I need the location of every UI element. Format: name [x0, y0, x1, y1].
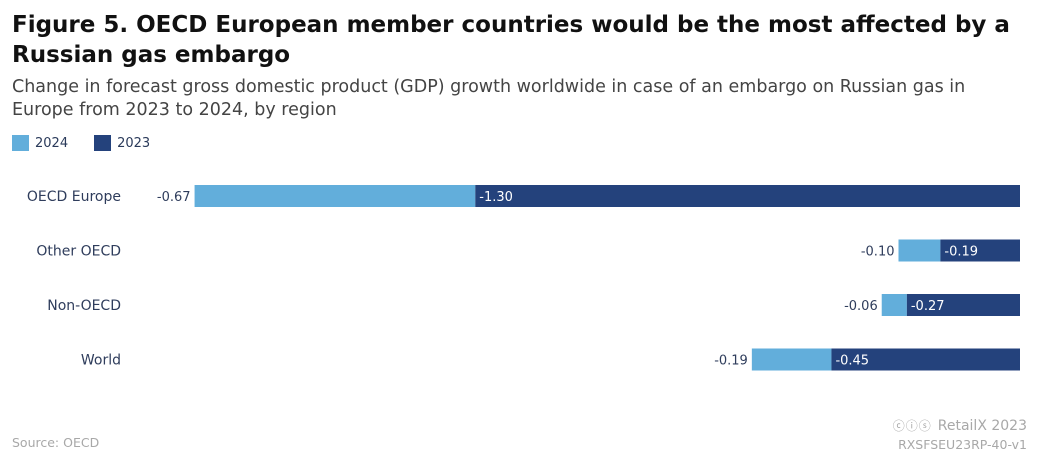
category-label-other-oecd: Other OECD: [36, 244, 121, 260]
legend-label-2024: 2024: [35, 135, 69, 151]
bar-2024-world: [751, 348, 832, 371]
data-label-2024-other-oecd: -0.10: [861, 245, 895, 260]
bar-2024-oecd-europe: [194, 185, 476, 207]
bar-chart: OECD Europe -0.67 -1.30 Other OECD -0.10 -0.1…: [27, 185, 1020, 371]
data-label-2024-oecd-europe: -0.67: [157, 190, 191, 205]
data-label-2024-non-oecd: -0.06: [844, 299, 878, 314]
legend-swatch-2024: [12, 135, 29, 151]
bar-2024-other-oecd: [898, 239, 941, 262]
legend-label-2023: 2023: [117, 135, 151, 151]
bar-2023-world: [831, 348, 1020, 371]
category-label-non-oecd: Non-OECD: [47, 298, 121, 314]
bar-2023-other-oecd: [940, 239, 1020, 262]
data-label-2023-world: -0.45: [835, 354, 869, 369]
bar-2024-non-oecd: [881, 294, 907, 316]
data-label-2023-non-oecd: -0.27: [911, 299, 945, 314]
bar-2023-non-oecd: [906, 294, 1020, 316]
data-label-2023-other-oecd: -0.19: [944, 245, 978, 260]
category-label-world: World: [81, 353, 121, 369]
brand-name: RetailX 2023: [937, 418, 1027, 434]
bar-2023-oecd-europe: [475, 185, 1020, 207]
cc-license-icon: ⓒⓘⓢ: [892, 419, 932, 433]
category-label-oecd-europe: OECD Europe: [27, 189, 121, 205]
legend: 2024 2023: [12, 134, 176, 152]
credits: ⓒⓘⓢ RetailX 2023 RXSFSEU23RP-40-v1: [893, 416, 1027, 454]
legend-item-2023[interactable]: 2023: [94, 135, 150, 151]
data-label-2023-oecd-europe: -1.30: [479, 190, 513, 205]
chart-subtitle: Change in forecast gross domestic produc…: [12, 77, 966, 120]
report-code: RXSFSEU23RP-40-v1: [898, 437, 1027, 452]
chart-title: Figure 5. OECD European member countries…: [12, 12, 1010, 68]
legend-swatch-2023: [94, 135, 112, 151]
source-note: Source: OECD: [12, 435, 100, 450]
brand-line: ⓒⓘⓢ RetailX 2023: [893, 416, 1027, 436]
data-label-2024-world: -0.19: [714, 354, 748, 369]
legend-item-2024[interactable]: 2024: [12, 135, 68, 151]
